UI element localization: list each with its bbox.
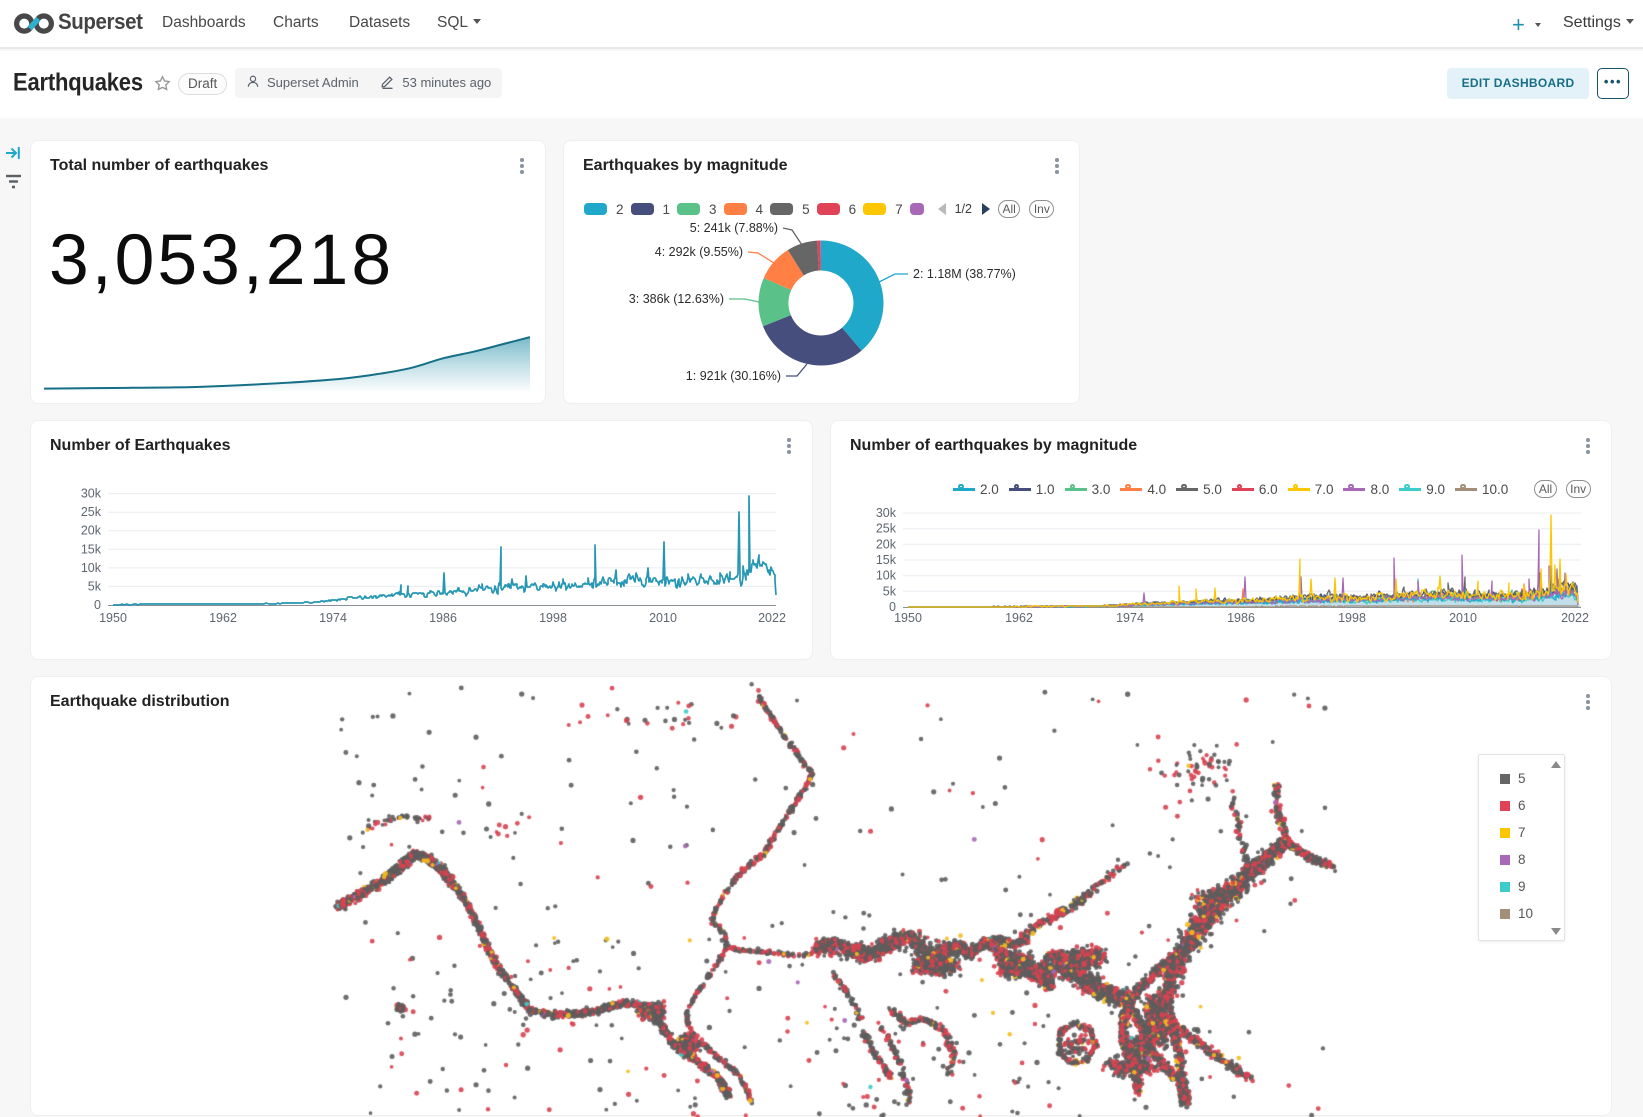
svg-text:1962: 1962 — [209, 611, 237, 625]
svg-text:5: 241k (7.88%): 5: 241k (7.88%) — [690, 221, 778, 235]
svg-text:30k: 30k — [81, 487, 102, 501]
svg-text:5k: 5k — [883, 584, 897, 598]
svg-text:10k: 10k — [81, 561, 102, 575]
svg-text:1998: 1998 — [1338, 611, 1366, 625]
svg-text:3: 386k (12.63%): 3: 386k (12.63%) — [629, 292, 724, 306]
svg-text:1998: 1998 — [539, 611, 567, 625]
svg-text:1986: 1986 — [429, 611, 457, 625]
svg-text:20k: 20k — [81, 524, 102, 538]
svg-text:20k: 20k — [876, 537, 897, 551]
svg-text:2010: 2010 — [649, 611, 677, 625]
svg-text:10k: 10k — [876, 569, 897, 583]
svg-text:15k: 15k — [81, 542, 102, 556]
svg-text:1986: 1986 — [1227, 611, 1255, 625]
svg-text:25k: 25k — [81, 505, 102, 519]
svg-text:30k: 30k — [876, 506, 897, 520]
svg-text:25k: 25k — [876, 522, 897, 536]
svg-text:0: 0 — [889, 600, 896, 614]
svg-text:1950: 1950 — [894, 611, 922, 625]
svg-text:0: 0 — [94, 598, 101, 612]
svg-text:2022: 2022 — [1561, 611, 1589, 625]
svg-text:2: 1.18M (38.77%): 2: 1.18M (38.77%) — [913, 267, 1016, 281]
svg-text:1950: 1950 — [99, 611, 127, 625]
svg-text:2022: 2022 — [758, 611, 786, 625]
svg-text:2010: 2010 — [1449, 611, 1477, 625]
svg-text:1962: 1962 — [1005, 611, 1033, 625]
svg-text:1: 921k (30.16%): 1: 921k (30.16%) — [686, 369, 781, 383]
svg-text:1974: 1974 — [1116, 611, 1144, 625]
svg-text:5k: 5k — [88, 579, 102, 593]
svg-text:1974: 1974 — [319, 611, 347, 625]
svg-text:4: 292k (9.55%): 4: 292k (9.55%) — [655, 245, 743, 259]
svg-text:15k: 15k — [876, 553, 897, 567]
